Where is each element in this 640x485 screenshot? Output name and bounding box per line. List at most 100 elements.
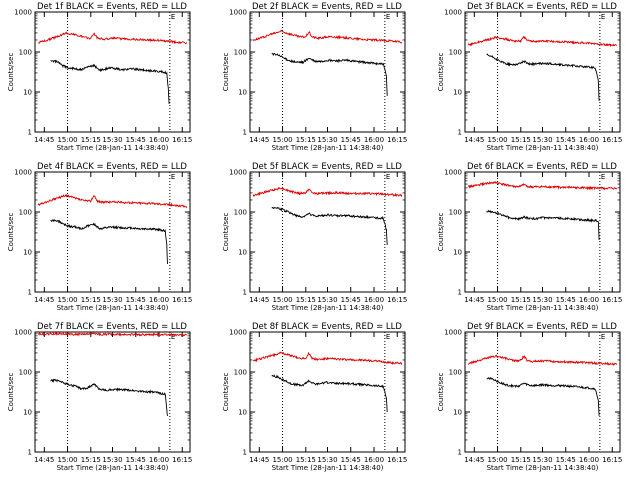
- x-tick-label: 16:00: [579, 136, 599, 144]
- y-tick-label: 1000: [444, 169, 462, 177]
- x-tick-label: 16:15: [172, 136, 192, 144]
- series-lld-line: [37, 330, 188, 338]
- x-tick-label: 15:30: [532, 456, 552, 464]
- x-tick-label: 16:00: [149, 456, 169, 464]
- x-tick-label: 16:15: [172, 296, 192, 304]
- y-tick-label: 100: [234, 369, 247, 377]
- x-axis-label: Start Time (28-Jan-11 14:38:40): [487, 464, 599, 472]
- x-tick-label: 14:45: [34, 456, 54, 464]
- x-tick-label: 16:00: [364, 456, 384, 464]
- y-tick-label: 100: [19, 49, 32, 57]
- x-tick-label: 15:30: [317, 456, 337, 464]
- x-tick-label: 14:45: [249, 456, 269, 464]
- panel-det-8: Det 8f BLACK = Events, RED = LLD 1 10 100 10…: [222, 322, 407, 472]
- panel-title: Det 3f BLACK = Events, RED = LLD: [467, 2, 617, 12]
- event-marker-label: E: [601, 333, 605, 341]
- panel-det-6: Det 6f BLACK = Events, RED = LLD 1 10 100 10…: [437, 162, 622, 312]
- plot-frame: [34, 171, 191, 293]
- y-tick-label: 1: [28, 449, 32, 457]
- x-tick-label: 14:45: [464, 136, 484, 144]
- y-tick-label: 1: [243, 289, 247, 297]
- panel-title: Det 9f BLACK = Events, RED = LLD: [467, 322, 617, 332]
- x-axis-label: Start Time (28-Jan-11 14:38:40): [487, 304, 599, 312]
- x-tick-label: 15:30: [102, 136, 122, 144]
- event-marker-label: E: [171, 333, 175, 341]
- series-events-line: [271, 206, 388, 246]
- x-tick-label: 16:15: [602, 296, 622, 304]
- y-tick-label: 100: [234, 49, 247, 57]
- panel-title: Det 1f BLACK = Events, RED = LLD: [37, 2, 187, 12]
- x-tick-label: 15:30: [102, 456, 122, 464]
- y-tick-label: 100: [449, 49, 462, 57]
- x-tick-label: 16:00: [364, 296, 384, 304]
- y-axis-label: Counts/sec: [222, 53, 230, 92]
- x-axis-label: Start Time (28-Jan-11 14:38:40): [487, 144, 599, 152]
- series-lld-line: [252, 29, 403, 44]
- plot-frame: [34, 11, 191, 133]
- y-axis-label: Counts/sec: [7, 373, 15, 412]
- y-tick-label: 100: [449, 369, 462, 377]
- panel-det-5: Det 5f BLACK = Events, RED = LLD 1 10 100 10…: [222, 162, 407, 312]
- x-tick-label: 15:00: [487, 456, 507, 464]
- panel-det-3: Det 3f BLACK = Events, RED = LLD 1 10 100 10…: [437, 2, 622, 152]
- x-tick-label: 15:15: [81, 296, 101, 304]
- x-tick-label: 15:00: [487, 136, 507, 144]
- x-tick-label: 16:15: [387, 296, 407, 304]
- x-tick-label: 15:15: [511, 456, 531, 464]
- y-tick-label: 1000: [444, 329, 462, 337]
- panel-title: Det 5f BLACK = Events, RED = LLD: [252, 162, 402, 172]
- y-axis-label: Counts/sec: [437, 213, 445, 252]
- x-tick-label: 15:15: [511, 296, 531, 304]
- panel-title: Det 6f BLACK = Events, RED = LLD: [467, 162, 617, 172]
- x-tick-label: 15:45: [341, 456, 361, 464]
- y-tick-label: 1000: [229, 169, 247, 177]
- x-axis-label: Start Time (28-Jan-11 14:38:40): [57, 144, 169, 152]
- event-marker-label: E: [386, 333, 390, 341]
- y-axis-label: Counts/sec: [437, 53, 445, 92]
- plot-frame: [464, 171, 621, 293]
- x-tick-label: 15:45: [556, 456, 576, 464]
- x-tick-label: 15:00: [57, 456, 77, 464]
- plot-frame: [34, 331, 191, 453]
- y-tick-label: 10: [23, 89, 32, 97]
- y-tick-label: 10: [23, 409, 32, 417]
- x-tick-label: 15:00: [272, 136, 292, 144]
- y-tick-label: 10: [238, 249, 247, 257]
- series-events-line: [50, 378, 168, 416]
- x-tick-label: 14:45: [34, 136, 54, 144]
- x-tick-label: 14:45: [464, 296, 484, 304]
- y-tick-label: 1: [28, 289, 32, 297]
- series-lld-line: [252, 186, 403, 198]
- panel-det-7: Det 7f BLACK = Events, RED = LLD 1 10 100 10…: [7, 322, 192, 472]
- x-tick-label: 15:00: [272, 296, 292, 304]
- x-axis-label: Start Time (28-Jan-11 14:38:40): [272, 464, 384, 472]
- x-tick-label: 16:00: [149, 296, 169, 304]
- series-events-line: [486, 209, 600, 241]
- x-tick-label: 15:15: [296, 296, 316, 304]
- x-tick-label: 16:15: [387, 136, 407, 144]
- x-tick-label: 15:30: [317, 136, 337, 144]
- panel-det-1: Det 1f BLACK = Events, RED = LLD 1 10 100 10…: [7, 2, 192, 152]
- x-tick-label: 15:45: [341, 296, 361, 304]
- y-tick-label: 1: [28, 129, 32, 137]
- x-tick-label: 14:45: [249, 296, 269, 304]
- x-tick-label: 15:15: [296, 456, 316, 464]
- x-tick-label: 16:15: [172, 456, 192, 464]
- x-tick-label: 15:00: [57, 136, 77, 144]
- x-tick-label: 15:45: [556, 136, 576, 144]
- panel-title: Det 4f BLACK = Events, RED = LLD: [37, 162, 187, 172]
- x-tick-label: 15:15: [511, 136, 531, 144]
- x-tick-label: 15:45: [126, 296, 146, 304]
- panel-title: Det 7f BLACK = Events, RED = LLD: [37, 322, 187, 332]
- series-lld-line: [467, 181, 618, 191]
- x-tick-label: 15:15: [81, 456, 101, 464]
- series-events-line: [50, 219, 168, 265]
- x-tick-label: 16:15: [387, 456, 407, 464]
- x-tick-label: 16:00: [149, 136, 169, 144]
- y-tick-label: 1: [458, 289, 462, 297]
- event-marker-label: E: [171, 13, 175, 21]
- y-tick-label: 100: [19, 209, 32, 217]
- y-tick-label: 1: [243, 129, 247, 137]
- event-marker-label: E: [386, 13, 390, 21]
